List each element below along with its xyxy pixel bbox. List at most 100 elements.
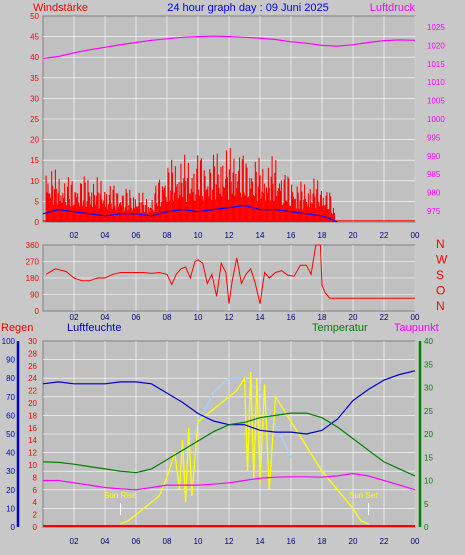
x-tick-label: 06 <box>132 231 141 240</box>
pressure-tick-label: 1005 <box>427 97 445 106</box>
sunrise-label: Sun Rise <box>104 491 137 500</box>
x-tick-label: 02 <box>70 313 79 322</box>
x-tick-label: 10 <box>194 231 203 240</box>
wind-tick-label: 40 <box>30 53 39 62</box>
rain-tick-label: 26 <box>28 362 37 371</box>
x-tick-label: 12 <box>225 537 234 546</box>
direction-tick-label: 180 <box>26 274 40 283</box>
rain-tick-label: 4 <box>33 498 38 507</box>
sunset-label: Sun Set <box>349 491 378 500</box>
x-tick-label: 18 <box>318 313 327 322</box>
chart-title: 24 hour graph day : 09 Juni 2025 <box>167 2 328 14</box>
temperature-tick-label: 10 <box>424 477 433 486</box>
x-tick-label: 04 <box>101 231 110 240</box>
wind-tick-label: 0 <box>35 218 40 227</box>
direction-axis: 0 90 180 270 360 <box>26 241 40 316</box>
x-tick-label: 02 <box>70 537 79 546</box>
humidity-axis: 0 10 20 30 40 50 60 70 80 90 100 <box>2 337 20 532</box>
wind-bars <box>43 148 415 222</box>
middle-grid <box>43 245 416 311</box>
x-tick-label: 00 <box>411 231 420 240</box>
bottom-grid <box>43 341 416 527</box>
x-ticks-middle: 02 04 06 08 10 12 14 16 18 20 22 00 <box>70 313 420 322</box>
x-tick-label: 18 <box>318 231 327 240</box>
rain-tick-label: 30 <box>28 337 37 346</box>
rain-tick-label: 16 <box>28 424 37 433</box>
temperatur-label: Temperatur <box>312 322 368 334</box>
direction-tick-label: 270 <box>26 258 40 267</box>
temperature-tick-label: 30 <box>424 384 433 393</box>
dewpoint-line <box>43 472 416 491</box>
direction-tick-label: 90 <box>30 291 39 300</box>
x-tick-label: 04 <box>101 537 110 546</box>
temperature-tick-label: 5 <box>424 500 429 509</box>
wind-tick-label: 30 <box>30 94 39 103</box>
x-ticks-top: 02 04 06 08 10 12 14 16 18 20 22 00 <box>70 231 420 240</box>
direction-line-group <box>45 244 415 304</box>
x-tick-label: 16 <box>287 313 296 322</box>
humidity-tick-label: 60 <box>6 411 15 420</box>
direction-tick-label: 360 <box>26 241 40 250</box>
x-tick-label: 16 <box>287 231 296 240</box>
direction-letter: O <box>436 284 445 298</box>
direction-letter: S <box>436 268 444 282</box>
wind-tick-label: 10 <box>30 177 39 186</box>
luftfeuchte-label: Luftfeuchte <box>67 322 121 334</box>
x-tick-label: 00 <box>411 537 420 546</box>
solar-line <box>120 371 369 525</box>
gust-line-group <box>42 204 338 223</box>
wind-tick-label: 50 <box>30 12 39 21</box>
pressure-tick-label: 995 <box>427 133 441 142</box>
temperature-tick-label: 0 <box>424 523 429 532</box>
wind-tick-label: 20 <box>30 136 39 145</box>
pressure-tick-label: 985 <box>427 170 441 179</box>
windstaerke-label: Windstärke <box>33 2 88 14</box>
humidity-tick-label: 10 <box>6 504 15 513</box>
solar-line-group <box>120 371 369 525</box>
x-tick-label: 18 <box>318 537 327 546</box>
humidity-tick-label: 40 <box>6 449 15 458</box>
x-tick-label: 08 <box>163 231 172 240</box>
rain-tick-label: 2 <box>33 511 38 520</box>
x-tick-label: 14 <box>256 537 265 546</box>
humidity-tick-label: 50 <box>6 430 15 439</box>
wind-tick-label: 45 <box>30 33 39 42</box>
wind-tick-label: 15 <box>30 156 39 165</box>
humidity-tick-label: 70 <box>6 393 15 402</box>
direction-letter: N <box>436 237 445 251</box>
x-tick-label: 12 <box>225 231 234 240</box>
x-tick-label: 14 <box>256 313 265 322</box>
rain-tick-label: 24 <box>28 374 37 383</box>
rain-tick-label: 0 <box>33 523 38 532</box>
taupunkt-label: Taupunkt <box>394 322 439 334</box>
temperature-tick-label: 20 <box>424 430 433 439</box>
pressure-line <box>42 35 416 59</box>
regen-label: Regen <box>1 322 33 334</box>
pressure-tick-label: 1025 <box>427 23 445 32</box>
temperature-tick-label: 40 <box>424 337 433 346</box>
rain-tick-label: 28 <box>28 349 37 358</box>
pressure-tick-label: 975 <box>427 207 441 216</box>
temperature-tick-label: 25 <box>424 407 433 416</box>
wind-tick-label: 5 <box>35 197 40 206</box>
x-tick-label: 14 <box>256 231 265 240</box>
direction-letter: W <box>436 253 448 267</box>
temperature-tick-label: 35 <box>424 360 433 369</box>
direction-letter: N <box>436 299 445 313</box>
x-tick-label: 10 <box>194 313 203 322</box>
pressure-tick-label: 1010 <box>427 78 445 87</box>
x-ticks-bottom: 02 04 06 08 10 12 14 16 18 20 22 00 <box>70 537 420 546</box>
direction-line <box>45 244 415 304</box>
dewpoint-line-group <box>43 472 416 491</box>
humidity-tick-label: 0 <box>11 523 16 532</box>
x-tick-label: 20 <box>349 313 358 322</box>
x-tick-label: 22 <box>380 313 389 322</box>
humidity-tick-label: 90 <box>6 356 15 365</box>
x-tick-label: 12 <box>225 313 234 322</box>
temperature-tick-label: 15 <box>424 453 433 462</box>
x-tick-label: 08 <box>163 313 172 322</box>
humidity-tick-label: 80 <box>6 374 15 383</box>
